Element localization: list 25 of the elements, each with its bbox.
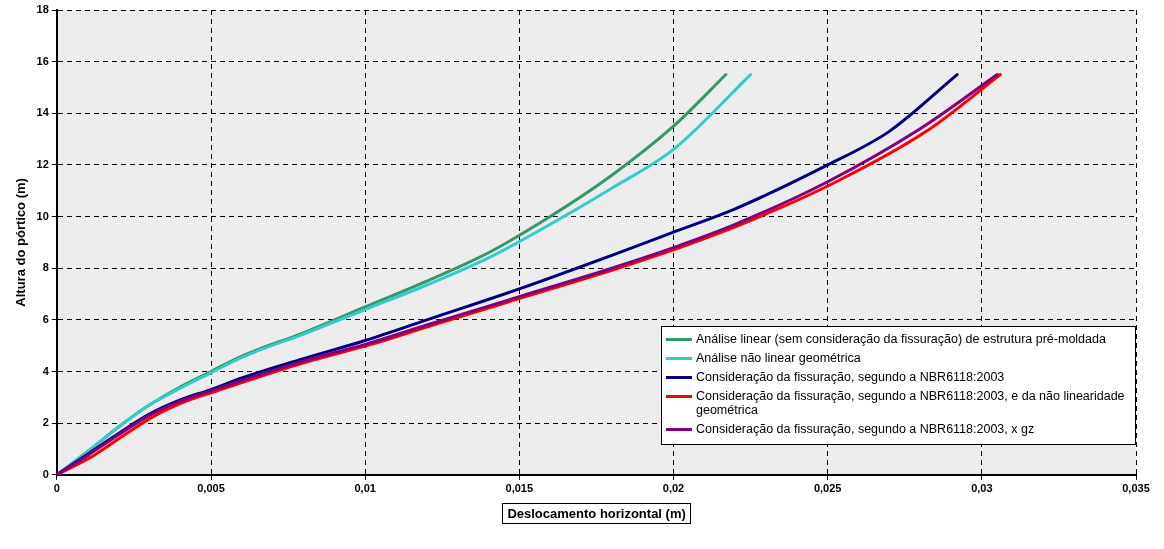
x-tick-label: 0 bbox=[53, 482, 60, 495]
y-tick-label: 0 bbox=[42, 467, 49, 480]
y-axis-title: Altura do pórtico (m) bbox=[13, 178, 29, 307]
legend-label: Consideração da fissuração, segundo a NBR6118:2003 bbox=[696, 369, 1005, 384]
y-tick-label: 14 bbox=[36, 106, 50, 119]
legend-label: Consideração da fissuração, segundo a NBR6118:2003, e da não linearidade geométrica bbox=[696, 388, 1126, 417]
y-tick-label: 6 bbox=[42, 312, 49, 325]
y-tick-label: 8 bbox=[42, 261, 49, 274]
y-tick-label: 2 bbox=[42, 416, 49, 429]
y-tick-label: 16 bbox=[36, 54, 49, 67]
x-tick-label: 0,02 bbox=[662, 482, 685, 495]
y-tick-label: 12 bbox=[36, 157, 49, 170]
y-tick-label: 10 bbox=[36, 209, 49, 222]
legend-label: Análise linear (sem consideração da fissuração) de estrutura pré-moldada bbox=[696, 331, 1106, 346]
x-tick-label: 0,01 bbox=[354, 482, 376, 495]
x-tick-label: 0,015 bbox=[505, 482, 534, 495]
legend-label: Consideração da fissuração, segundo a NBR6118:2003, x gz bbox=[696, 421, 1035, 436]
x-axis-title: Deslocamento horizontal (m) bbox=[502, 502, 691, 524]
x-tick-label: 0,035 bbox=[1122, 482, 1150, 495]
x-tick-label: 0,005 bbox=[197, 482, 225, 495]
y-tick-label: 4 bbox=[42, 364, 50, 377]
y-tick-label: 18 bbox=[36, 3, 49, 16]
x-tick-label: 0,025 bbox=[813, 482, 842, 495]
x-tick-label: 0,03 bbox=[971, 482, 993, 495]
legend-label: Análise não linear geométrica bbox=[696, 350, 861, 365]
